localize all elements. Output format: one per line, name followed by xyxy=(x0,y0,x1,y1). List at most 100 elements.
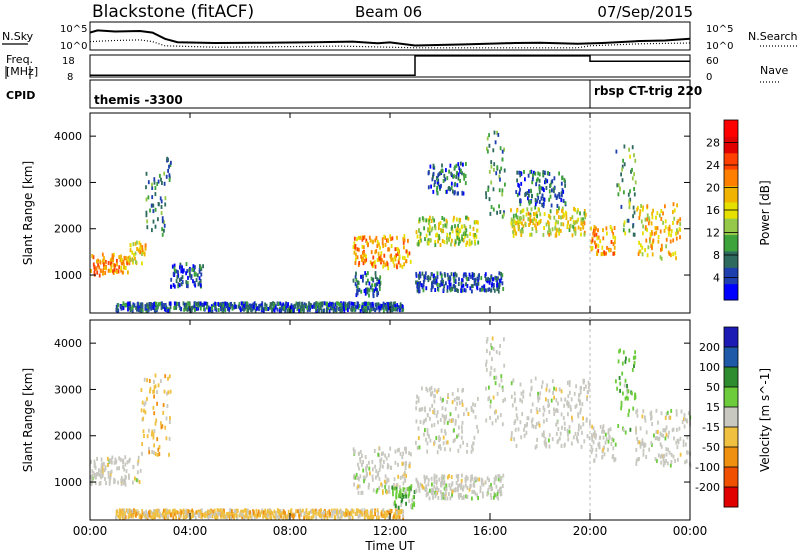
echo-cell xyxy=(353,308,356,313)
echo-cell xyxy=(660,243,663,248)
echo-cell xyxy=(299,307,301,312)
echo-cell xyxy=(383,479,386,484)
echo-cell xyxy=(642,409,645,414)
echo-cell xyxy=(675,440,678,445)
cpid-segment-2: rbsp CT-trig 220 xyxy=(594,84,702,98)
echo-cell xyxy=(163,306,166,311)
echo-cell xyxy=(560,181,563,186)
echo-cell xyxy=(457,282,460,286)
echo-cell xyxy=(645,238,648,243)
echo-cell xyxy=(466,449,468,454)
echo-cell xyxy=(491,277,494,282)
echo-cell xyxy=(416,288,419,293)
echo-cell xyxy=(620,204,623,209)
echo-cell xyxy=(673,436,675,441)
echo-cell xyxy=(515,413,518,418)
echo-cell xyxy=(470,274,472,279)
echo-cell xyxy=(101,467,104,472)
echo-cell xyxy=(488,351,491,356)
echo-cell xyxy=(396,303,399,308)
echo-cell xyxy=(278,512,281,517)
echo-cell xyxy=(446,288,449,293)
echo-cell xyxy=(390,509,393,513)
echo-cell xyxy=(374,264,377,269)
echo-cell xyxy=(472,483,475,488)
echo-cell xyxy=(638,440,641,445)
echo-cell xyxy=(545,222,548,227)
echo-cell xyxy=(433,388,436,393)
echo-cell xyxy=(485,191,487,196)
echo-cell xyxy=(458,493,460,498)
echo-cell xyxy=(657,420,659,425)
echo-cell xyxy=(662,433,665,438)
echo-cell xyxy=(399,451,402,456)
echo-cell xyxy=(145,213,148,218)
echo-cell xyxy=(437,488,440,492)
echo-cell xyxy=(469,478,472,483)
echo-cell xyxy=(370,303,373,308)
echo-cell xyxy=(252,511,255,516)
echo-cell xyxy=(499,177,501,182)
echo-cell xyxy=(524,223,527,227)
echo-cell xyxy=(372,514,375,519)
echo-cell xyxy=(233,305,235,310)
echo-cell xyxy=(150,306,152,311)
echo-cell xyxy=(457,414,460,419)
colorbar-segment xyxy=(724,347,738,368)
echo-cell xyxy=(605,251,607,256)
echo-cell xyxy=(102,271,105,276)
echo-cell xyxy=(145,197,148,202)
echo-cell xyxy=(573,221,576,226)
echo-cell xyxy=(518,191,521,196)
echo-cell xyxy=(376,244,379,249)
echo-cell xyxy=(343,304,345,309)
echo-cell xyxy=(396,265,398,270)
echo-cell xyxy=(627,192,630,197)
echo-cell xyxy=(602,447,605,452)
echo-cell xyxy=(393,263,396,268)
echo-cell xyxy=(269,510,271,515)
echo-cell xyxy=(141,252,143,256)
echo-cell xyxy=(500,271,502,276)
echo-cell xyxy=(441,168,443,173)
echo-cell xyxy=(415,419,418,424)
echo-cell xyxy=(651,242,654,247)
echo-cell xyxy=(93,474,96,479)
echo-cell xyxy=(401,493,404,498)
echo-cell xyxy=(560,198,563,203)
echo-cell xyxy=(216,514,219,519)
echo-cell xyxy=(597,244,600,249)
echo-cell xyxy=(461,399,463,404)
echo-cell xyxy=(442,224,445,228)
echo-cell xyxy=(595,433,597,438)
echo-cell xyxy=(369,511,372,516)
echo-cell xyxy=(426,388,429,393)
echo-cell xyxy=(425,437,427,442)
echo-cell xyxy=(591,424,593,429)
echo-cell xyxy=(523,427,525,432)
echo-cell xyxy=(438,477,441,482)
echo-cell xyxy=(126,261,129,266)
echo-cell xyxy=(231,303,234,308)
echo-cell xyxy=(195,278,198,283)
echo-cell xyxy=(612,232,615,237)
echo-cell xyxy=(250,303,252,308)
echo-cell xyxy=(632,406,635,411)
echo-cell xyxy=(318,510,321,515)
echo-cell xyxy=(391,257,394,262)
echo-cell xyxy=(429,438,432,443)
echo-cell xyxy=(188,301,191,306)
echo-cell xyxy=(366,241,369,245)
echo-cell xyxy=(430,490,433,495)
echo-cell xyxy=(418,228,420,233)
echo-cell xyxy=(655,215,657,220)
echo-cell xyxy=(517,227,520,232)
colorbar-tick-label: 15 xyxy=(706,401,720,414)
echo-cell xyxy=(659,454,662,459)
echo-cell xyxy=(457,483,460,488)
echo-cell xyxy=(481,285,484,290)
echo-cell xyxy=(403,238,406,243)
echo-cell xyxy=(166,514,169,519)
echo-cell xyxy=(385,307,388,312)
